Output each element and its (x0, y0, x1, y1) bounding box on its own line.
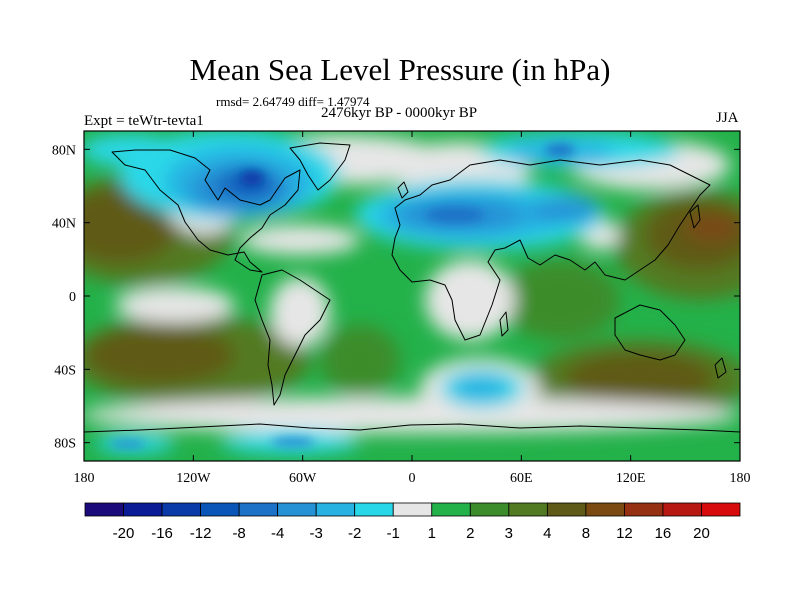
x-tick-label: 60W (289, 471, 317, 486)
new-zealand (714, 357, 727, 379)
colorbar-label: 1 (428, 525, 436, 542)
colorbar-swatch (585, 502, 625, 517)
south-america-coast (254, 269, 331, 406)
map-field (84, 131, 740, 461)
experiment-label: Expt = teWtr-tevta1 (84, 113, 204, 129)
x-tick-label: 120W (176, 471, 211, 486)
british-isles (397, 181, 409, 199)
colorbar-label: 4 (543, 525, 551, 542)
y-tick-label: 80N (52, 143, 76, 158)
colorbar-swatch (123, 502, 163, 517)
madagascar (499, 311, 509, 337)
colorbar-label: 16 (655, 525, 672, 542)
colorbar-label: 20 (693, 525, 710, 542)
colorbar-swatch (701, 502, 741, 517)
chart-title: Mean Sea Level Pressure (in hPa) (189, 52, 611, 87)
stats-subtitle: rmsd= 2.64749 diff= 1.47974 (216, 94, 370, 109)
greenland-coast (289, 142, 351, 191)
x-tick-label: 180 (730, 471, 751, 486)
japan (689, 204, 701, 229)
colorbar-swatch (431, 502, 471, 517)
period-subtitle: 2476kyr BP - 0000kyr BP (321, 105, 478, 121)
axes: 180 120W 60W 0 60E 120E 180 80N 40N 0 40S 80S (52, 131, 751, 486)
x-tick-label: 0 (409, 471, 416, 486)
colorbar-swatch (277, 502, 317, 517)
x-tick-label: 60E (510, 471, 533, 486)
colorbar-swatch (546, 502, 587, 517)
colorbar-label: -16 (151, 525, 173, 542)
y-tick-label: 80S (54, 437, 76, 452)
colorbar-swatch (84, 502, 124, 517)
coastlines (84, 142, 740, 433)
colorbar-label: 2 (466, 525, 474, 542)
colorbar-label: -1 (387, 525, 400, 542)
colorbar-swatch (508, 502, 548, 517)
colorbar-label: -8 (232, 525, 245, 542)
colorbar-label: -3 (310, 525, 323, 542)
colorbar: -20 -16 -12 -8 -4 -3 -2 -1 1 2 3 4 8 12 16 20 (84, 502, 741, 542)
y-tick-label: 40N (52, 217, 76, 232)
x-tick-label: 180 (74, 471, 95, 486)
colorbar-label: 12 (616, 525, 633, 542)
colorbar-swatch (315, 502, 356, 517)
colorbar-swatch (161, 502, 201, 517)
field-contours (84, 131, 740, 454)
australia-coast (614, 304, 686, 361)
y-tick-label: 40S (54, 363, 76, 378)
north-america-coast (111, 149, 301, 273)
antarctica-coast (84, 423, 740, 433)
y-tick-label: 0 (69, 290, 76, 305)
colorbar-swatch (662, 502, 702, 517)
colorbar-label: -4 (271, 525, 284, 542)
colorbar-label: 8 (582, 525, 590, 542)
colorbar-label: -20 (113, 525, 135, 542)
colorbar-swatch (354, 502, 394, 517)
colorbar-label: 3 (505, 525, 513, 542)
colorbar-swatch (238, 502, 279, 517)
colorbar-label: -12 (190, 525, 212, 542)
colorbar-label: -2 (348, 525, 361, 542)
colorbar-swatch (392, 502, 433, 517)
colorbar-swatch (200, 502, 240, 517)
season-label: JJA (716, 110, 739, 126)
x-tick-label: 120E (616, 471, 646, 486)
field-cores (110, 144, 575, 448)
europe-africa-coast (391, 159, 711, 341)
colorbar-swatch (469, 502, 510, 517)
colorbar-swatch (624, 502, 664, 517)
